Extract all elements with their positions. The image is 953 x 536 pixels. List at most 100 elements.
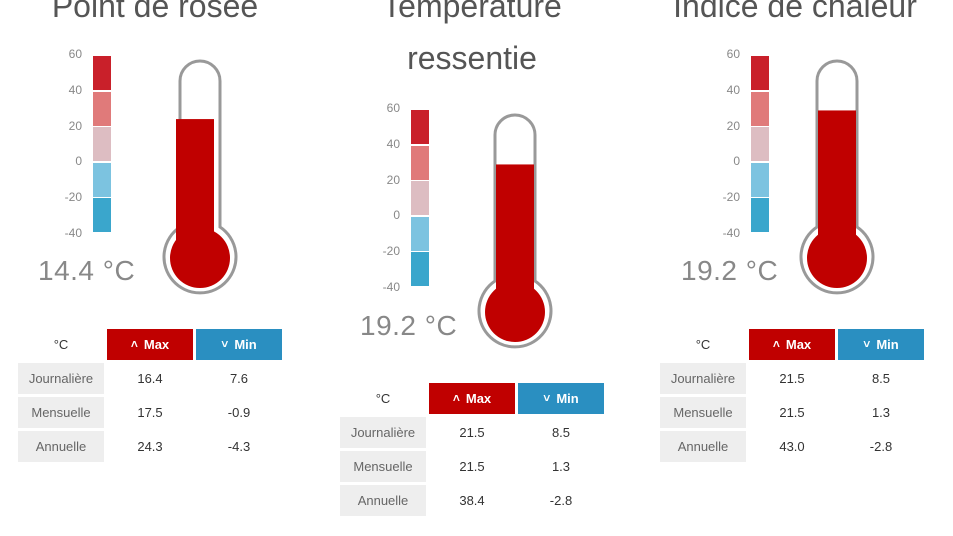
- scale-segment: [411, 146, 429, 180]
- scale-label: 20: [726, 119, 740, 133]
- scale-label: -40: [382, 280, 400, 294]
- stats-table: °C ˄ Max ˅ Min Journalière 16.4 7.6 Mensue…: [15, 326, 285, 465]
- chevron-up-icon: ˄: [772, 337, 780, 351]
- scale-label: 0: [393, 208, 400, 222]
- thermometer: [799, 59, 875, 295]
- scale-label: 20: [386, 173, 400, 187]
- stats-table: °C ˄ Max ˅ Min Journalière 21.5 8.5 Mensue…: [337, 380, 607, 519]
- scale-segment: [411, 181, 429, 215]
- scale-segment: [751, 163, 769, 197]
- scale-label: 20: [68, 119, 82, 133]
- thermometer: [162, 59, 238, 295]
- unit-header: °C: [695, 337, 711, 352]
- min-value: -2.8: [869, 439, 893, 454]
- dew-point-widget: Point de rosée 60 40 20 0 -20 -40 14.4 °…: [5, 0, 305, 536]
- min-value: 1.3: [871, 405, 891, 420]
- scale-segment: [93, 127, 111, 161]
- chevron-down-icon: ˅: [221, 337, 229, 351]
- row-label: Journalière: [18, 363, 104, 394]
- scale-segment: [411, 217, 429, 251]
- scale-label: -20: [382, 244, 400, 258]
- min-header: ˅ Min: [518, 383, 604, 414]
- min-value: 1.3: [551, 459, 571, 474]
- table-row: Mensuelle 21.5 1.3: [660, 397, 924, 428]
- unit-header: °C: [53, 337, 69, 352]
- max-value: 21.5: [779, 405, 805, 420]
- scale-label: 60: [68, 47, 82, 61]
- max-header: ˄ Max: [429, 383, 515, 414]
- row-label: Mensuelle: [18, 397, 104, 428]
- row-label: Journalière: [340, 417, 426, 448]
- chevron-down-icon: ˅: [863, 337, 871, 351]
- scale-segment: [93, 56, 111, 90]
- table-row: Annuelle 38.4 -2.8: [340, 485, 604, 516]
- widget-title: Point de rosée: [51, 0, 259, 24]
- table-row: Annuelle 24.3 -4.3: [18, 431, 282, 462]
- scale-segment: [93, 92, 111, 126]
- scale-segment: [751, 198, 769, 232]
- max-header: ˄ Max: [107, 329, 193, 360]
- unit-header: °C: [375, 391, 391, 406]
- widget-title: Température ressentie: [382, 0, 562, 76]
- table-row: Annuelle 43.0 -2.8: [660, 431, 924, 462]
- scale-label: 0: [75, 154, 82, 168]
- max-value: 21.5: [779, 371, 805, 386]
- scale-segment: [411, 252, 429, 286]
- heat-index-widget: Indice de chaleur 60 40 20 0 -20 -40 19.…: [645, 0, 945, 536]
- scale-label: -40: [64, 226, 82, 240]
- table-row: Mensuelle 21.5 1.3: [340, 451, 604, 482]
- max-value: 21.5: [459, 459, 485, 474]
- row-label: Annuelle: [340, 485, 426, 516]
- feels-like-widget: Température ressentie 60 40 20 0 -20 -40…: [322, 0, 622, 536]
- thermometer: [477, 113, 553, 349]
- current-reading: 19.2 °C: [681, 255, 779, 286]
- scale-label: 60: [726, 47, 740, 61]
- min-value: -2.8: [549, 493, 573, 508]
- current-reading: 14.4 °C: [38, 255, 136, 286]
- table-row: Journalière 21.5 8.5: [660, 363, 924, 394]
- min-value: -0.9: [227, 405, 251, 420]
- scale-segment: [751, 56, 769, 90]
- stats-table: °C ˄ Max ˅ Min Journalière 21.5 8.5 Mensue…: [657, 326, 927, 465]
- row-label: Mensuelle: [660, 397, 746, 428]
- scale-label: 40: [386, 137, 400, 151]
- table-row: Mensuelle 17.5 -0.9: [18, 397, 282, 428]
- table-row: Journalière 16.4 7.6: [18, 363, 282, 394]
- max-header: ˄ Max: [749, 329, 835, 360]
- max-value: 24.3: [137, 439, 163, 454]
- mercury-bulb: [485, 282, 545, 342]
- scale-label: -20: [64, 190, 82, 204]
- scale-label: -20: [722, 190, 740, 204]
- table-row: Journalière 21.5 8.5: [340, 417, 604, 448]
- min-header: ˅ Min: [196, 329, 282, 360]
- mercury-bulb: [170, 228, 230, 288]
- row-label: Mensuelle: [340, 451, 426, 482]
- scale-label: 0: [733, 154, 740, 168]
- max-value: 16.4: [137, 371, 163, 386]
- min-value: 8.5: [551, 425, 571, 440]
- min-value: 8.5: [871, 371, 891, 386]
- scale-segment: [93, 198, 111, 232]
- scale-segment: [411, 110, 429, 144]
- max-value: 38.4: [459, 493, 485, 508]
- mercury-bulb: [807, 228, 867, 288]
- chevron-down-icon: ˅: [543, 391, 551, 405]
- scale-label: 40: [68, 83, 82, 97]
- chevron-up-icon: ˄: [130, 337, 138, 351]
- scale-segment: [751, 92, 769, 126]
- min-value: 7.6: [229, 371, 249, 386]
- scale-label: -40: [722, 226, 740, 240]
- widget-title: Indice de chaleur: [673, 0, 917, 24]
- min-value: -4.3: [227, 439, 251, 454]
- current-reading: 19.2 °C: [360, 310, 458, 341]
- row-label: Annuelle: [660, 431, 746, 462]
- max-value: 21.5: [459, 425, 485, 440]
- scale-segment: [751, 127, 769, 161]
- scale-segment: [93, 163, 111, 197]
- row-label: Journalière: [660, 363, 746, 394]
- max-value: 43.0: [779, 439, 805, 454]
- chevron-up-icon: ˄: [452, 391, 460, 405]
- min-header: ˅ Min: [838, 329, 924, 360]
- max-value: 17.5: [137, 405, 163, 420]
- row-label: Annuelle: [18, 431, 104, 462]
